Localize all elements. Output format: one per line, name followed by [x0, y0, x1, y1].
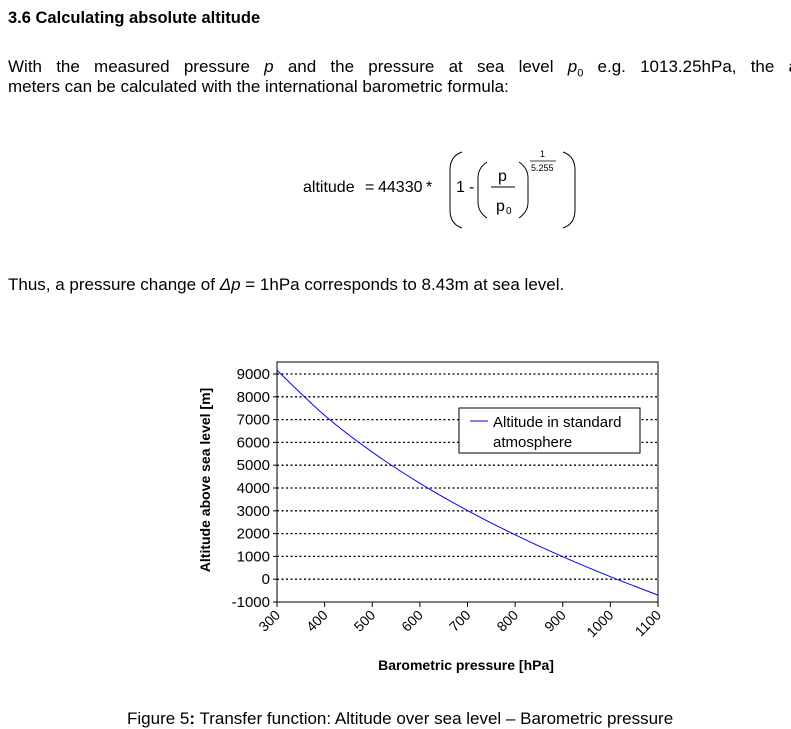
x-tick-label: 900 — [541, 607, 569, 635]
y-tick-label: 6000 — [237, 434, 270, 451]
y-tick-label: 8000 — [237, 389, 270, 406]
y-tick-label: 5000 — [237, 457, 270, 474]
x-tick-label: 700 — [446, 607, 474, 635]
y-tick-label: 4000 — [237, 480, 270, 497]
caption-text: Transfer function: Altitude over sea lev… — [195, 709, 674, 728]
caption-colon: : — [189, 709, 196, 728]
var-p: p — [264, 57, 274, 76]
formula-times: * — [426, 179, 432, 196]
x-tick-label: 1100 — [632, 607, 665, 640]
text: With the measured pressure — [8, 57, 265, 76]
caption-prefix: Figure 5 — [127, 709, 190, 728]
y-tick-label: 3000 — [237, 503, 270, 520]
y-axis: 9000 8000 7000 6000 5000 4000 3000 2000 1000 0 -10… — [232, 366, 277, 611]
exponent-denominator: 5.255 — [531, 163, 554, 173]
subscript: 0 — [577, 67, 584, 80]
x-tick-label: 500 — [351, 607, 379, 635]
paren-right — [518, 161, 529, 219]
text: = 1hPa corresponds to 8.43m at sea level… — [240, 275, 565, 294]
legend-label-line1: Altitude in standard — [493, 414, 621, 431]
x-tick-label: 400 — [303, 607, 331, 635]
exponent-numerator: 1 — [540, 149, 545, 159]
legend-box — [458, 407, 641, 454]
x-axis: 300 400 500 600 700 800 900 1000 1100 — [255, 602, 664, 640]
formula-one: 1 — [456, 179, 465, 196]
paragraph-line-1: With the measured pressure p and the pre… — [8, 57, 791, 79]
formula-equals: = — [365, 179, 374, 196]
text: e.g. 1013.25hPa, the a — [583, 57, 791, 76]
x-tick-label: 600 — [398, 607, 426, 635]
formula-denominator: p — [496, 198, 505, 215]
paragraph-line-2: meters can be calculated with the intern… — [8, 77, 509, 96]
barometric-formula: altitude = 44330 * 1 - p p 0 1 5.255 — [303, 149, 576, 229]
delta-p: Δp — [219, 275, 241, 294]
text: Thus, a pressure change of — [8, 275, 220, 294]
y-tick-label: -1000 — [232, 594, 270, 611]
legend: Altitude in standard atmosphere — [458, 407, 641, 454]
var-p0: p — [567, 57, 578, 76]
formula-numerator: p — [498, 168, 507, 185]
formula-constant: 44330 — [378, 179, 423, 196]
section-heading: 3.6 Calculating absolute altitude — [8, 9, 261, 27]
legend-label-line2: atmosphere — [493, 434, 572, 451]
y-tick-label: 9000 — [237, 366, 270, 383]
y-tick-label: 7000 — [237, 412, 270, 429]
formula-subscript: 0 — [506, 206, 512, 217]
formula-minus: - — [469, 179, 474, 196]
y-tick-label: 2000 — [237, 526, 270, 543]
figure-caption: Figure 5: Transfer function: Altitude ov… — [127, 709, 673, 729]
text: and the pressure at sea level — [273, 57, 568, 76]
x-tick-label: 1000 — [583, 607, 616, 640]
gridlines — [277, 373, 658, 580]
plot-area — [276, 361, 659, 603]
y-tick-label: 1000 — [237, 548, 270, 565]
x-tick-label: 800 — [493, 607, 521, 635]
pressure-change-sentence: Thus, a pressure change of Δp = 1hPa cor… — [8, 275, 564, 295]
x-axis-label: Barometric pressure [hPa] — [378, 657, 554, 673]
y-axis-label: Altitude above sea level [m] — [197, 388, 213, 572]
paren-left — [477, 161, 488, 219]
big-paren-right — [562, 151, 576, 229]
formula-lhs: altitude — [303, 179, 355, 196]
big-paren-left — [449, 151, 463, 229]
series-line-altitude — [276, 369, 659, 596]
y-tick-label: 0 — [262, 571, 270, 588]
